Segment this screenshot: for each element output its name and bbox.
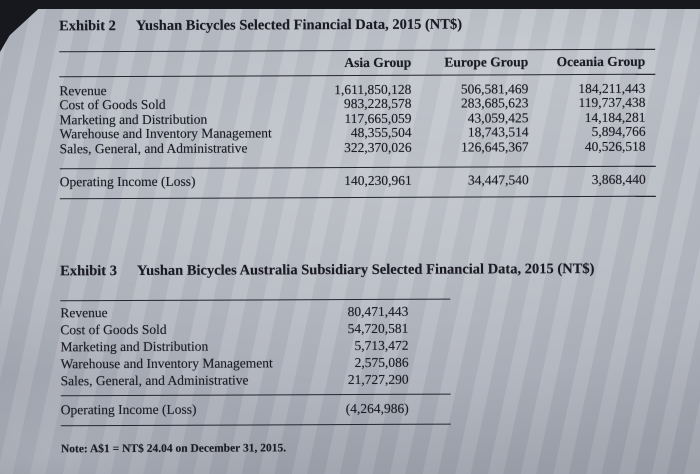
cell-asia: 983,228,578 bbox=[343, 95, 412, 112]
cell-europe: 283,685,623 bbox=[460, 95, 529, 111]
row-label: Cost of Goods Sold bbox=[60, 321, 167, 337]
row-label: Cost of Goods Sold bbox=[59, 96, 166, 113]
exhibit2-col-asia: Asia Group bbox=[344, 54, 412, 71]
exhibit2-total-row: Operating Income (Loss) 140,230,961 34,4… bbox=[60, 167, 656, 198]
cell-asia: 48,355,504 bbox=[350, 124, 412, 141]
cell-oceania: 119,737,438 bbox=[578, 94, 646, 111]
row-label: Revenue bbox=[60, 304, 108, 320]
cell-europe: 18,743,514 bbox=[467, 124, 529, 140]
exhibit2-title-text: Yushan Bicycles Selected Financial Data,… bbox=[135, 16, 463, 34]
exhibit3-body: Revenue 80,471,443 Cost of Goods Sold 54… bbox=[60, 299, 450, 395]
table-row: Marketing and Distribution 5,713,472 bbox=[60, 336, 450, 355]
exhibit3-total-row: Operating Income (Loss) (4,264,986) bbox=[61, 394, 451, 425]
exhibit2-title: Exhibit 2 Yushan Bicycles Selected Finan… bbox=[59, 15, 655, 36]
exhibit2-table: Asia Group Europe Group Oceania Group Re… bbox=[59, 48, 656, 199]
exhibit3-title: Exhibit 3 Yushan Bicycles Australia Subs… bbox=[60, 259, 656, 280]
row-label: Warehouse and Inventory Management bbox=[60, 354, 273, 371]
cell-asia: 322,370,026 bbox=[344, 139, 412, 155]
table-row: Cost of Goods Sold 54,720,581 bbox=[60, 319, 450, 338]
cell-value: 21,727,290 bbox=[347, 371, 409, 387]
cell-value: (4,264,986) bbox=[345, 400, 409, 416]
document-content: Exhibit 2 Yushan Bicycles Selected Finan… bbox=[59, 15, 657, 455]
exhibit3-label: Exhibit 3 bbox=[60, 262, 118, 279]
cell-europe: 34,447,540 bbox=[467, 172, 529, 188]
row-label: Sales, General, and Administrative bbox=[60, 371, 249, 388]
row-label: Marketing and Distribution bbox=[60, 338, 209, 354]
cell-oceania: 5,894,766 bbox=[591, 123, 646, 139]
exhibit2-header-spacer bbox=[59, 56, 304, 72]
row-label: Revenue bbox=[59, 82, 107, 98]
table-row: Sales, General, and Administrative 21,72… bbox=[61, 370, 451, 389]
row-label: Operating Income (Loss) bbox=[60, 401, 197, 417]
exhibit2-label: Exhibit 2 bbox=[59, 18, 116, 35]
screen-top-dark-band bbox=[0, 0, 700, 9]
cell-oceania: 3,868,440 bbox=[591, 171, 646, 187]
exhibit2-body: Revenue 1,611,850,128 506,581,469 184,21… bbox=[59, 74, 655, 168]
cell-oceania: 40,526,518 bbox=[584, 138, 646, 154]
row-label: Operating Income (Loss) bbox=[59, 173, 196, 190]
exhibit3-section: Exhibit 3 Yushan Bicycles Australia Subs… bbox=[60, 259, 657, 455]
table-row: Sales, General, and Administrative 322,3… bbox=[59, 138, 656, 156]
cell-value: 5,713,472 bbox=[354, 337, 409, 353]
table-row: Warehouse and Inventory Management 2,575… bbox=[61, 353, 451, 372]
cell-value: 80,471,443 bbox=[347, 303, 409, 319]
exhibit3-title-text: Yushan Bicycles Australia Subsidiary Sel… bbox=[136, 260, 595, 279]
cell-value: 54,720,581 bbox=[347, 320, 409, 336]
cell-value: 2,575,086 bbox=[354, 354, 409, 370]
exhibit3-table: Revenue 80,471,443 Cost of Goods Sold 54… bbox=[60, 298, 451, 426]
exhibit2-col-oceania: Oceania Group bbox=[556, 53, 646, 70]
cell-europe: 126,645,367 bbox=[461, 138, 529, 155]
exhibit2-header-row: Asia Group Europe Group Oceania Group bbox=[59, 50, 655, 76]
cell-asia: 140,230,961 bbox=[344, 172, 412, 189]
exchange-rate-note: Note: A$1 = NT$ 24.04 on December 31, 20… bbox=[60, 441, 287, 455]
table-row: Revenue 80,471,443 bbox=[60, 302, 450, 321]
row-label: Warehouse and Inventory Management bbox=[59, 125, 272, 142]
exhibit2-col-europe: Europe Group bbox=[444, 54, 529, 70]
row-label: Sales, General, and Administrative bbox=[59, 139, 248, 156]
